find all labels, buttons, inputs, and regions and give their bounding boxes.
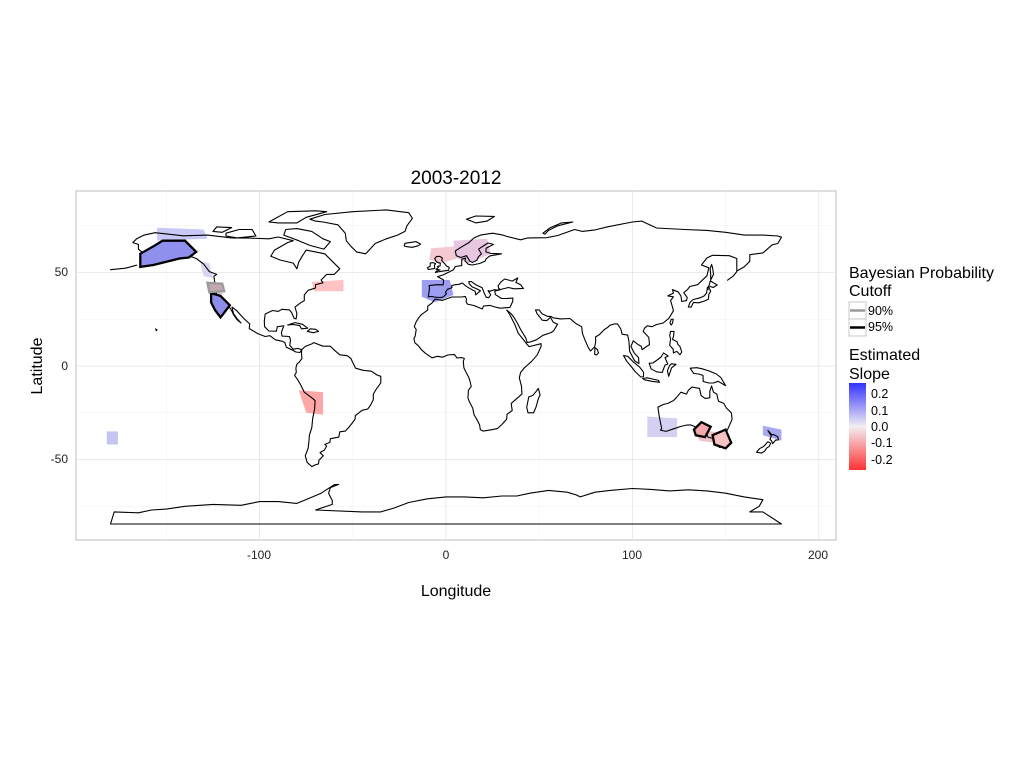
banks-island-coast bbox=[212, 226, 233, 233]
y-axis-title: Latitude bbox=[29, 337, 46, 394]
taiwan-coast bbox=[669, 318, 674, 326]
nova-scotia-region bbox=[311, 280, 344, 292]
map-panel bbox=[75, 190, 837, 541]
x-axis: -100 0 100 200 Longitude bbox=[247, 548, 828, 600]
philippines-coast bbox=[669, 330, 683, 356]
coastlines bbox=[109, 209, 783, 525]
significant-regions bbox=[139, 239, 733, 450]
aleutian-islands-coast bbox=[109, 264, 138, 271]
sakhalin-coast bbox=[709, 263, 715, 281]
slope-legend-label: 0.0 bbox=[871, 420, 888, 434]
y-tick-label: -50 bbox=[51, 452, 69, 466]
borneo-coast bbox=[648, 352, 669, 374]
x-tick-label: -100 bbox=[247, 548, 271, 562]
plot-title: 2003-2012 bbox=[411, 168, 502, 189]
cutoff-legend-title: Cutoff bbox=[849, 283, 892, 300]
new-guinea-coast bbox=[689, 367, 727, 387]
slope-legend-label: -0.2 bbox=[871, 453, 893, 467]
bc-coast-region bbox=[200, 261, 213, 279]
y-tick-label: 0 bbox=[61, 359, 68, 373]
south-australia-region bbox=[692, 420, 713, 439]
cutoff-legend-title: Bayesian Probability bbox=[849, 265, 994, 282]
slope-legend: Estimated Slope 0.2 0.1 0.0 -0.1 -0.2 bbox=[849, 347, 920, 470]
antarctica-coast bbox=[109, 483, 783, 525]
slope-legend-title: Estimated bbox=[849, 347, 920, 364]
cuba-coast bbox=[287, 322, 309, 330]
new-zealand-region bbox=[762, 425, 782, 441]
x-tick-label: 100 bbox=[622, 548, 642, 562]
cutoff-legend-label: 95% bbox=[868, 320, 893, 334]
south-america-coast bbox=[294, 342, 382, 468]
hawaii-island-coast bbox=[154, 328, 158, 332]
hispaniola-coast bbox=[306, 328, 320, 334]
madagascar-coast bbox=[526, 387, 541, 414]
cutoff-legend: Bayesian Probability Cutoff 90% 95% bbox=[848, 265, 994, 337]
slope-legend-label: 0.2 bbox=[871, 387, 888, 401]
ireland-coast bbox=[426, 262, 437, 271]
svalbard-coast bbox=[465, 215, 496, 224]
britain-coast bbox=[434, 255, 450, 274]
sulawesi-coast bbox=[666, 363, 677, 377]
north-america-coast bbox=[132, 232, 341, 354]
sri-lanka-coast bbox=[594, 347, 600, 356]
x-tick-label: 0 bbox=[443, 548, 450, 562]
slope-colorbar bbox=[849, 383, 866, 470]
eurasia-coast bbox=[413, 220, 783, 432]
north-sea-region bbox=[429, 246, 461, 264]
california-region bbox=[209, 291, 232, 320]
gulf-of-alaska-region bbox=[139, 239, 198, 269]
iceland-coast bbox=[403, 241, 422, 248]
x-axis-title: Longitude bbox=[421, 583, 491, 600]
java-coast bbox=[642, 377, 660, 383]
novaya-zemlya-coast bbox=[542, 221, 574, 235]
x-tick-label: 200 bbox=[808, 548, 828, 562]
washington-region bbox=[205, 281, 226, 294]
slope-legend-label: -0.1 bbox=[871, 436, 893, 450]
new-zealand-south-coast bbox=[755, 441, 772, 454]
hokkaido-coast bbox=[706, 280, 718, 289]
australia-coast bbox=[657, 385, 733, 440]
japan-coast bbox=[687, 288, 712, 308]
victoria-island-coast bbox=[225, 228, 257, 239]
greenland-coast bbox=[309, 209, 413, 255]
slope-legend-title: Slope bbox=[849, 366, 890, 383]
sumatra-coast bbox=[622, 354, 645, 378]
y-axis: 50 0 -50 Latitude bbox=[29, 265, 68, 466]
south-pacific-region bbox=[106, 431, 118, 445]
western-australia-region bbox=[647, 416, 678, 438]
tasman-sea-region bbox=[711, 428, 733, 450]
peru-chile-region bbox=[298, 390, 323, 415]
alaska-north-region bbox=[157, 227, 208, 241]
kamchatka-islands-coast bbox=[726, 271, 738, 281]
baffin-coast bbox=[283, 228, 331, 250]
new-zealand-north-coast bbox=[767, 429, 779, 445]
cutoff-legend-label: 90% bbox=[868, 304, 893, 318]
ellesmere-coast bbox=[268, 210, 328, 224]
slope-legend-label: 0.1 bbox=[871, 404, 888, 418]
y-tick-label: 50 bbox=[55, 265, 69, 279]
